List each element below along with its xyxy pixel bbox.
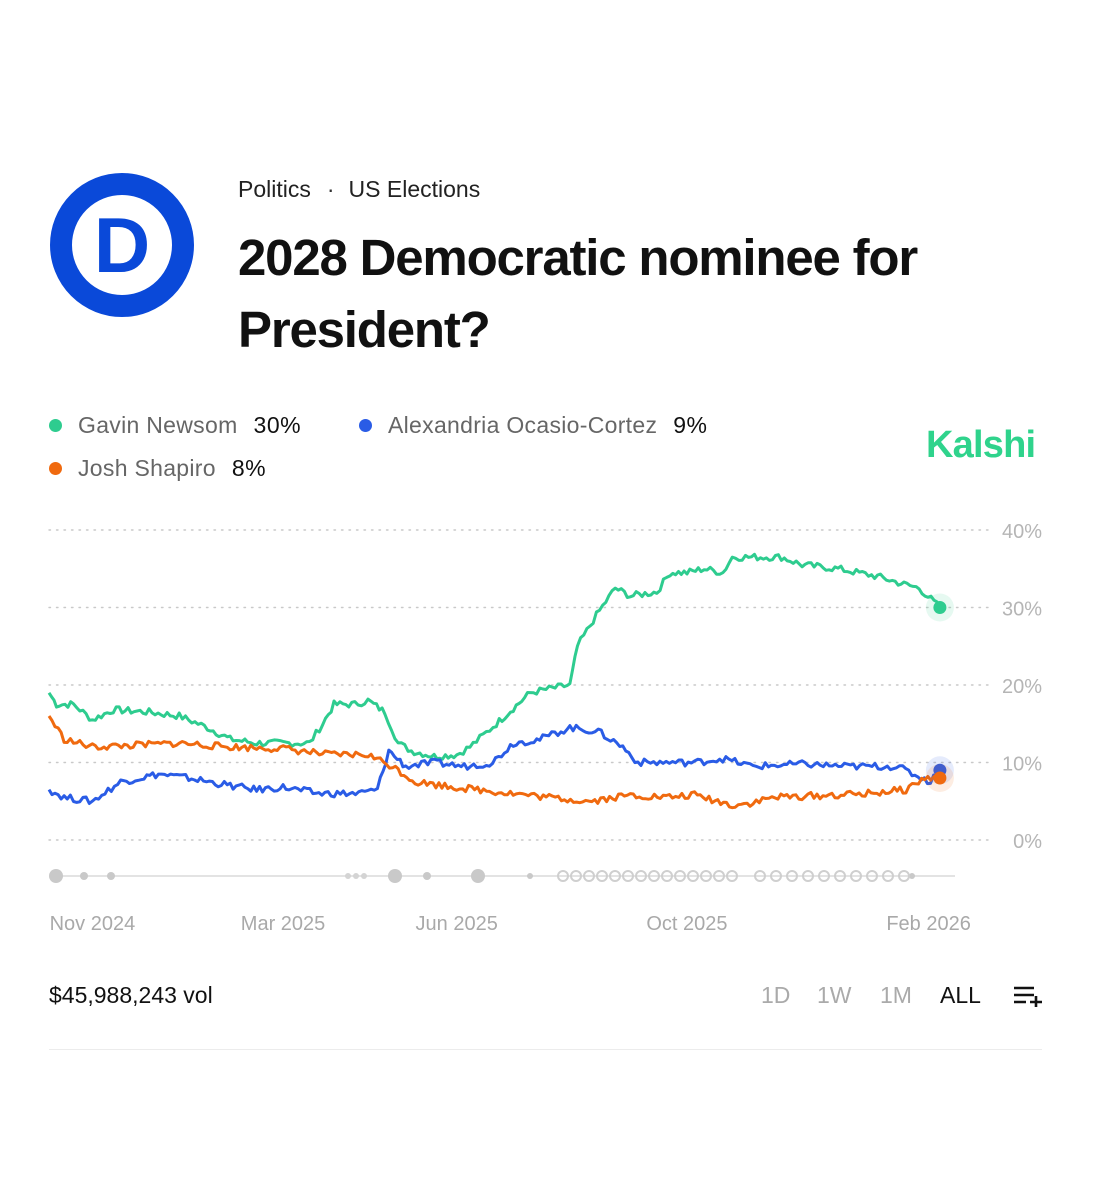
legend-dot [49, 419, 62, 432]
timeline-event-dot [361, 873, 367, 879]
kalshi-logo: Kalshi [926, 424, 1036, 466]
timeline-event-ring [770, 870, 782, 882]
timeline-event-dot [107, 872, 115, 880]
breadcrumb-separator: · [326, 176, 335, 202]
range-1w-button[interactable]: 1W [817, 982, 852, 1008]
breadcrumb-category[interactable]: Politics [238, 176, 311, 202]
x-tick-label: Oct 2025 [646, 913, 727, 935]
timeline-event-ring [713, 870, 725, 882]
footer-divider [49, 1049, 1042, 1050]
list-add-icon[interactable] [1012, 983, 1044, 1012]
timeline-event-ring [596, 870, 608, 882]
series-endpoints [925, 593, 954, 792]
price-history-chart[interactable]: 0% 10% 20% 30% 40% Nov 2024 Mar 2025 Jun 2025 O… [0, 500, 1107, 950]
series-end-dot [933, 601, 947, 614]
timeline-event-ring [661, 870, 673, 882]
timeline-event-ring [726, 870, 738, 882]
timeline-event-ring [834, 870, 846, 882]
timeline-event-ring [648, 870, 660, 882]
y-tick-label: 10% [1002, 754, 1042, 776]
timeline-event-dot [345, 873, 351, 879]
x-tick-label: Mar 2025 [241, 913, 326, 935]
series-end-dot [933, 771, 947, 785]
timeline-event-ring [898, 870, 910, 882]
timeline-event-dot [388, 869, 402, 883]
timeline-event-ring [687, 870, 699, 882]
timeline-event-ring [754, 870, 766, 882]
timeline-event-ring [557, 870, 569, 882]
y-axis-labels: 0% 10% 20% 30% 40% [1002, 521, 1042, 853]
chart-grid [48, 529, 991, 841]
svg-text:D: D [94, 201, 150, 289]
timeline-event-dot [423, 872, 431, 880]
timeline-event-ring [583, 870, 595, 882]
timeline-event-dot [353, 873, 359, 879]
timeline-event-dot [80, 872, 88, 880]
chart-series [47, 552, 942, 810]
timeline-event-dot [909, 873, 915, 879]
market-title: 2028 Democratic nominee for President? [238, 229, 918, 358]
range-all-button[interactable]: ALL [940, 982, 981, 1008]
timeline-event-dot [471, 869, 485, 883]
legend-item-shapiro[interactable]: Josh Shapiro 8% [49, 455, 266, 482]
timeline-event-ring [609, 870, 621, 882]
timeline-event-dot [527, 873, 533, 879]
legend-item-aoc[interactable]: Alexandria Ocasio-Cortez 9% [359, 412, 708, 439]
breadcrumb-subcategory[interactable]: US Elections [348, 176, 481, 202]
series-line [47, 715, 941, 810]
x-tick-label: Jun 2025 [416, 913, 498, 935]
volume-label: $45,988,243 vol [49, 982, 213, 1008]
timeline-event-ring [802, 870, 814, 882]
legend-name: Alexandria Ocasio-Cortez [388, 412, 658, 438]
timeline-event-ring [635, 870, 647, 882]
timeline-event-ring [882, 870, 894, 882]
series-line [47, 552, 942, 761]
timeline-event-ring [674, 870, 686, 882]
y-tick-label: 40% [1002, 521, 1042, 543]
legend-name: Gavin Newsom [78, 412, 238, 438]
legend-dot [49, 462, 62, 475]
legend-item-newsom[interactable]: Gavin Newsom 30% [49, 412, 301, 439]
democratic-d-icon: D [50, 173, 194, 317]
legend-name: Josh Shapiro [78, 455, 216, 481]
x-tick-label: Feb 2026 [886, 913, 971, 935]
legend-value: 9% [673, 412, 708, 438]
timeline-event-ring [866, 870, 878, 882]
x-tick-label: Nov 2024 [50, 913, 136, 935]
breadcrumb: Politics · US Elections [238, 176, 480, 203]
series-line [47, 723, 942, 805]
event-timeline [49, 869, 955, 883]
timeline-event-ring [700, 870, 712, 882]
timeline-event-ring [850, 870, 862, 882]
timeline-event-ring [786, 870, 798, 882]
legend-value: 30% [253, 412, 302, 438]
list-add-icon-svg [1014, 986, 1042, 1008]
range-1m-button[interactable]: 1M [880, 982, 912, 1008]
timeline-event-dot [49, 869, 63, 883]
legend-value: 8% [231, 455, 267, 481]
legend-dot [359, 419, 372, 432]
y-tick-label: 30% [1002, 599, 1042, 621]
timeline-event-ring [570, 870, 582, 882]
timeline-event-ring [818, 870, 830, 882]
timeline-event-ring [622, 870, 634, 882]
y-tick-label: 20% [1002, 676, 1042, 698]
democratic-party-logo: D [49, 172, 195, 318]
range-1d-button[interactable]: 1D [761, 982, 791, 1008]
x-axis-labels: Nov 2024 Mar 2025 Jun 2025 Oct 2025 Feb 2026 [50, 913, 971, 935]
y-tick-label: 0% [1013, 831, 1042, 853]
